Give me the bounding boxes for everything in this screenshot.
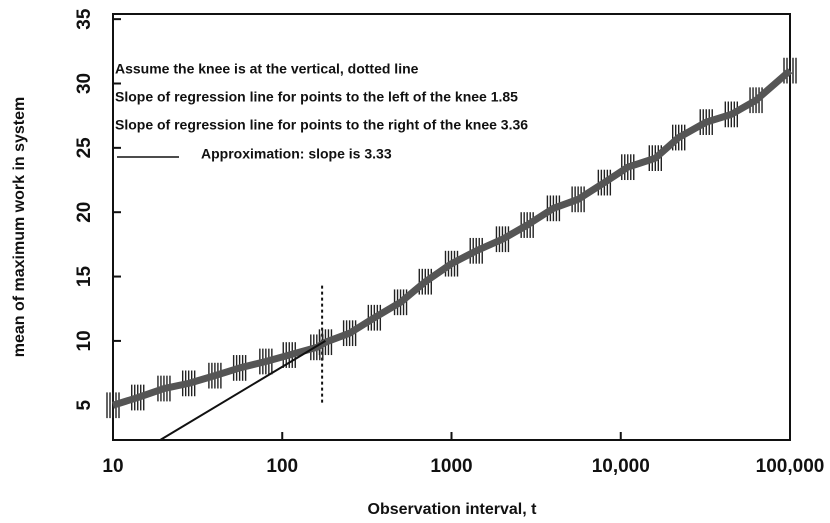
y-tick-label: 35 [74,8,95,30]
data-line [111,67,793,409]
x-tick-label: 1000 [430,456,472,477]
data-line [159,340,326,441]
y-tick-label: 30 [74,73,95,94]
x-tick-label: 100,000 [756,456,825,477]
annotation: Slope of regression line for points to t… [115,117,528,133]
x-axis-label: Observation interval, t [368,501,538,518]
y-tick-label: 20 [74,202,95,223]
annotation: Assume the knee is at the vertical, dott… [115,61,419,77]
x-tick-label: 10,000 [592,456,650,477]
legend-label: Approximation: slope is 3.33 [201,146,392,162]
y-tick-label: 10 [74,330,95,351]
y-tick-label: 15 [74,266,95,288]
x-tick-label: 10 [102,456,123,477]
x-tick-label: 100 [266,456,298,477]
y-tick-label: 5 [74,400,95,411]
annotation: Slope of regression line for points to t… [115,89,518,105]
y-axis-label: mean of maximum work in system [11,97,28,358]
y-tick-label: 25 [74,137,95,159]
